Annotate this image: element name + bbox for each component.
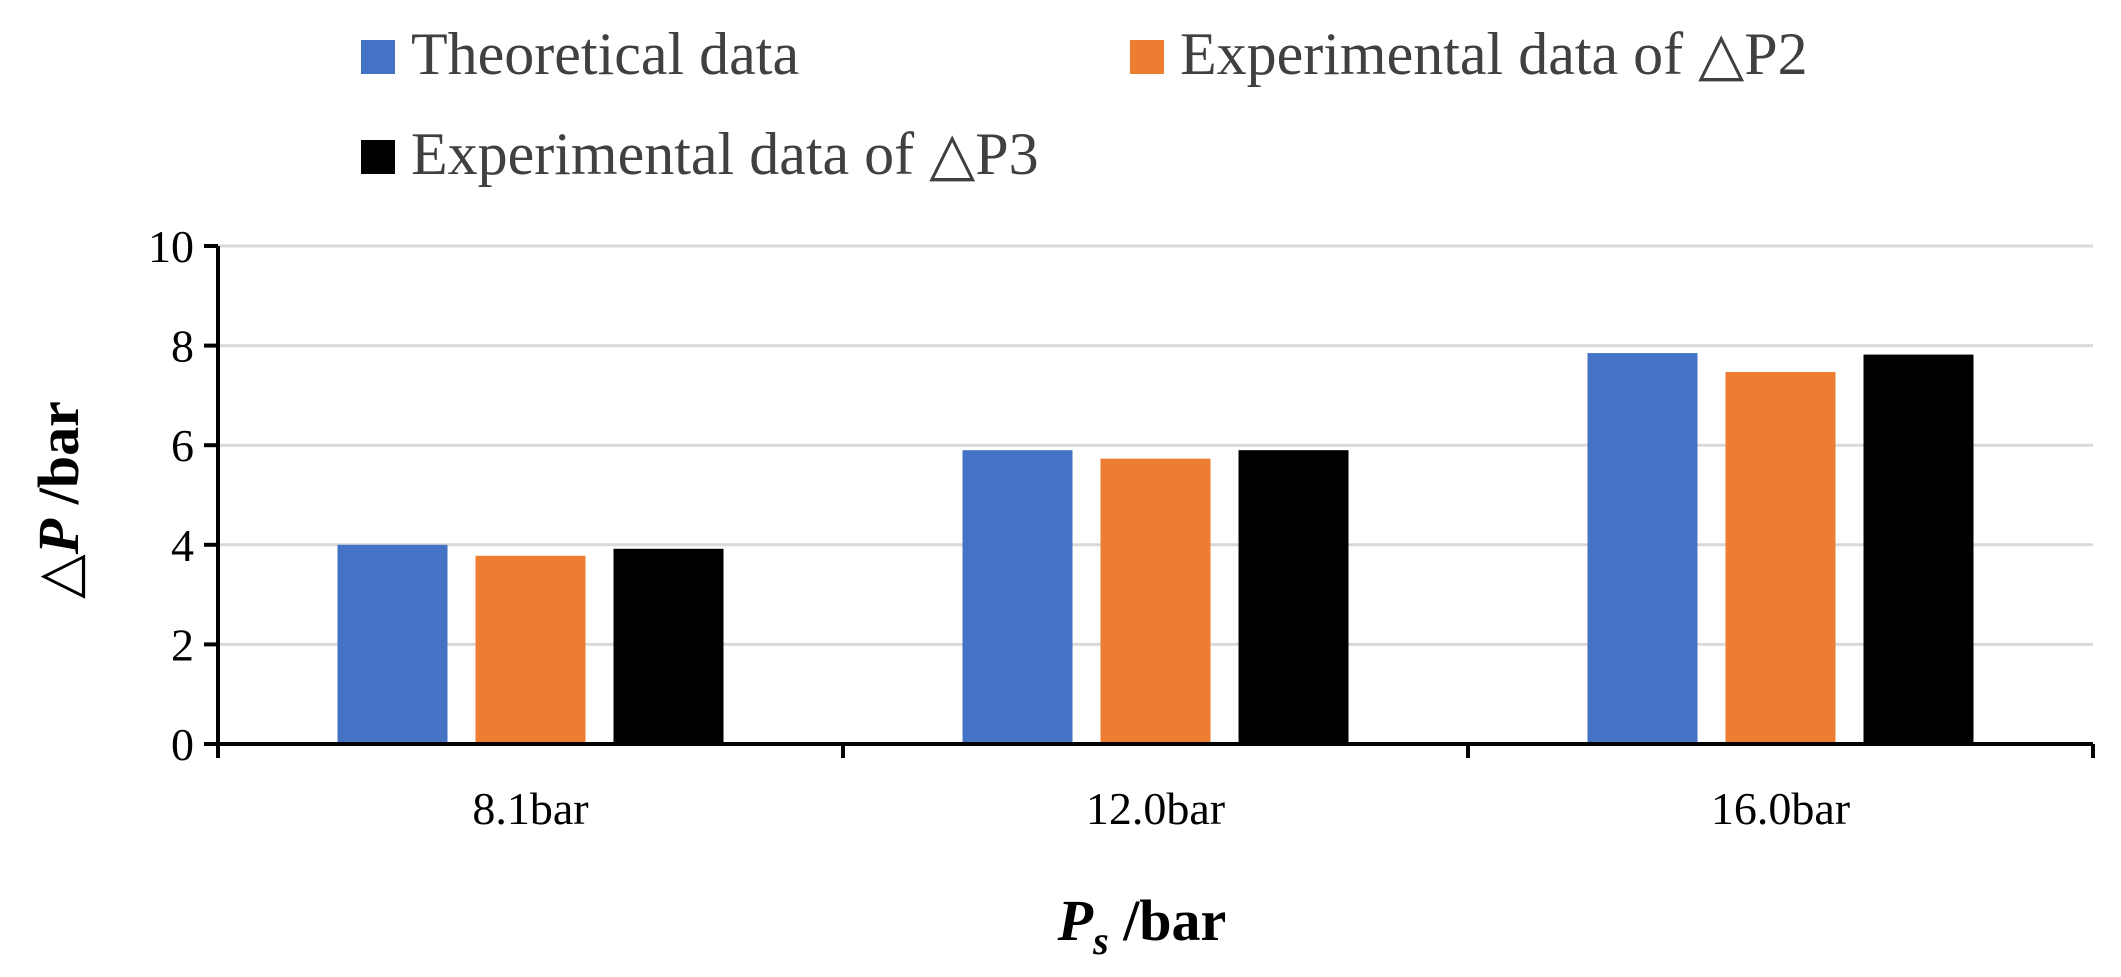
y-axis-delta: △	[26, 554, 91, 599]
legend-label-experimental-p2: Experimental data of △P2	[1180, 21, 1808, 87]
legend-swatch-theoretical	[361, 40, 395, 74]
y-tick-label: 6	[171, 420, 194, 471]
x-axis-unit: /bar	[1109, 888, 1227, 953]
x-axis-variable: P	[1057, 888, 1094, 953]
bar-experimental-p2-0	[475, 555, 586, 744]
bar-experimental-p3-0	[613, 548, 724, 744]
bar-experimental-p2-2	[1725, 371, 1836, 744]
legend-label-experimental-p3: Experimental data of △P3	[411, 121, 1039, 187]
y-axis-variable: P	[26, 518, 91, 555]
y-tick-label: 4	[171, 520, 194, 571]
legend-item-theoretical: Theoretical data	[361, 21, 799, 87]
bar-theoretical-0	[337, 544, 448, 744]
x-axis-subscript: s	[1092, 918, 1109, 963]
x-tick-labels: 8.1bar 12.0bar 16.0bar	[472, 783, 1850, 834]
x-tick-label: 8.1bar	[472, 783, 588, 834]
bars	[337, 353, 1974, 744]
y-tick-label: 10	[148, 221, 194, 272]
legend-item-experimental-p2: Experimental data of △P2	[1130, 21, 1808, 87]
bar-theoretical-1	[962, 450, 1073, 744]
x-tick-label: 12.0bar	[1086, 783, 1225, 834]
legend-item-experimental-p3: Experimental data of △P3	[361, 121, 1039, 187]
y-tick-labels: 0 2 4 6 8 10	[148, 221, 194, 770]
y-tick-label: 8	[171, 321, 194, 372]
bar-theoretical-2	[1587, 353, 1698, 744]
bar-experimental-p2-1	[1100, 458, 1211, 744]
legend-label-theoretical: Theoretical data	[411, 21, 799, 87]
y-tick-label: 2	[171, 619, 194, 670]
legend-swatch-experimental-p3	[361, 140, 395, 174]
x-tick-label: 16.0bar	[1711, 783, 1850, 834]
bar-experimental-p3-2	[1863, 354, 1974, 744]
legend: Theoretical data Experimental data of △P…	[361, 21, 1808, 187]
x-axis-title: Ps /bar	[1057, 888, 1227, 963]
y-tick-label: 0	[171, 719, 194, 770]
legend-swatch-experimental-p2	[1130, 40, 1164, 74]
bar-experimental-p3-1	[1238, 450, 1349, 744]
axes	[204, 244, 2095, 758]
y-axis-unit: /bar	[26, 401, 91, 519]
y-axis-title: △P /bar	[26, 401, 91, 599]
